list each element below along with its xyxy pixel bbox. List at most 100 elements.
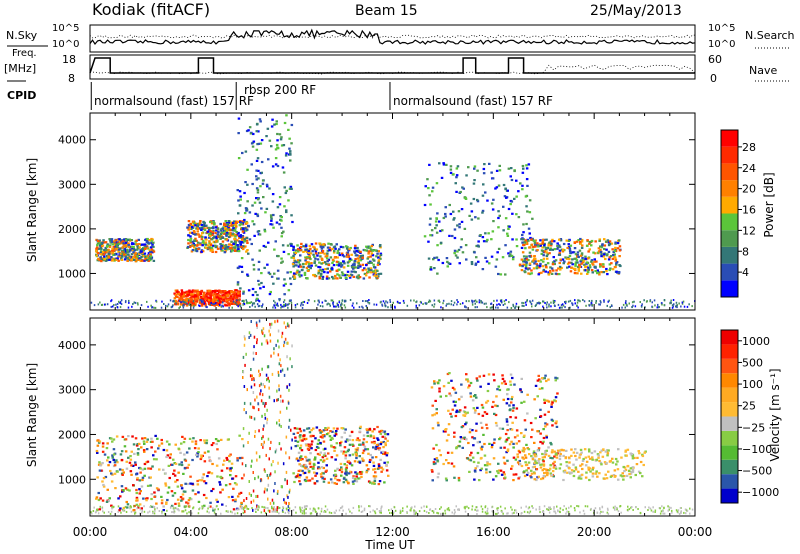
- velocity-echo-cell: [601, 455, 605, 458]
- velocity-echo-cell: [497, 385, 500, 388]
- power-echo-cell: [538, 243, 542, 246]
- velocity-echo-cell: [134, 437, 138, 440]
- velocity-echo-cell: [544, 450, 547, 453]
- power-echo-cell: [574, 267, 577, 270]
- velocity-echo-cell: [243, 335, 246, 339]
- power-echo-cell: [371, 243, 374, 246]
- power-echo-cell: [206, 306, 208, 309]
- power-echo-cell: [358, 276, 362, 279]
- power-echo-cell: [135, 239, 138, 242]
- power-echo-cell: [532, 267, 536, 270]
- velocity-echo-cell: [304, 467, 307, 470]
- velocity-echo-cell: [323, 435, 326, 438]
- power-echo-cell: [256, 143, 259, 146]
- power-echo-cell: [142, 253, 145, 256]
- velocity-echo-cell: [214, 438, 218, 441]
- velocity-echo-cell: [160, 442, 164, 445]
- power-echo-cell: [167, 303, 170, 306]
- power-echo-cell: [143, 243, 146, 246]
- power-echo-cell: [252, 132, 255, 136]
- power-echo-cell: [273, 299, 275, 302]
- power-echo-cell: [588, 242, 591, 245]
- velocity-echo-cell: [193, 447, 197, 450]
- power-echo-cell: [424, 302, 427, 305]
- power-echo-cell: [346, 261, 350, 264]
- power-echo-cell: [580, 238, 584, 242]
- power-echo-cell: [567, 243, 570, 246]
- power-echo-cell: [496, 251, 499, 254]
- velocity-echo-cell: [322, 440, 326, 443]
- velocity-echo-cell: [120, 458, 124, 462]
- power-echo-cell: [363, 272, 367, 275]
- velocity-echo-cell: [510, 428, 514, 431]
- power-echo-cell: [216, 227, 220, 230]
- power-echo-cell: [546, 306, 548, 309]
- velocity-echo-cell: [143, 474, 146, 477]
- velocity-echo-cell: [344, 451, 348, 454]
- velocity-echo-cell: [342, 481, 346, 484]
- power-echo-cell: [558, 244, 561, 247]
- power-echo-cell: [631, 306, 633, 309]
- velocity-echo-cell: [277, 339, 279, 343]
- velocity-echo-cell: [121, 435, 125, 438]
- power-echo-cell: [452, 210, 455, 213]
- power-echo-cell: [611, 268, 615, 271]
- power-echo-cell: [287, 306, 289, 309]
- power-echo-cell: [103, 303, 106, 306]
- velocity-echo-cell: [367, 468, 370, 471]
- power-echo-cell: [374, 249, 377, 252]
- velocity-echo-cell: [333, 482, 337, 485]
- velocity-echo-cell: [152, 506, 156, 509]
- power-echo-cell: [182, 306, 185, 309]
- velocity-echo-cell: [182, 472, 185, 475]
- power-echo-cell: [280, 235, 283, 238]
- cpid-label: CPID: [7, 89, 37, 102]
- power-echo-cell: [283, 278, 286, 281]
- velocity-echo-cell: [269, 447, 271, 451]
- power-echo-cell: [221, 243, 224, 246]
- power-echo-cell: [100, 260, 103, 263]
- velocity-echo-cell: [288, 490, 291, 494]
- velocity-echo-cell: [568, 467, 571, 470]
- power-echo-cell: [186, 290, 190, 293]
- power-echo-cell: [284, 191, 288, 195]
- velocity-echo-cell: [272, 507, 275, 511]
- velocity-echo-cell: [507, 436, 510, 440]
- velocity-echo-cell: [222, 463, 225, 466]
- velocity-echo-cell: [322, 429, 326, 432]
- velocity-echo-cell: [321, 476, 325, 479]
- velocity-echo-cell: [202, 473, 205, 476]
- power-echo-cell: [478, 301, 481, 304]
- velocity-echo-cell: [551, 424, 554, 427]
- power-echo-cell: [355, 249, 358, 253]
- power-echo-cell: [367, 250, 370, 253]
- velocity-echo-cell: [181, 493, 185, 496]
- power-echo-cell: [215, 237, 218, 240]
- velocity-echo-cell: [499, 446, 503, 449]
- power-echo-cell: [497, 247, 501, 250]
- power-echo-cell: [526, 299, 528, 302]
- power-echo-cell: [223, 290, 227, 293]
- power-echo-cell: [287, 253, 290, 256]
- velocity-echo-cell: [554, 396, 558, 399]
- velocity-echo-cell: [377, 467, 380, 470]
- power-echo-cell: [233, 291, 236, 294]
- power-echo-cell: [280, 232, 284, 235]
- power-echo-cell: [140, 250, 143, 253]
- power-echo-cell: [375, 255, 378, 258]
- velocity-echo-cell: [631, 455, 635, 458]
- power-echo-cell: [252, 268, 256, 271]
- velocity-echo-cell: [209, 505, 212, 508]
- velocity-echo-cell: [372, 446, 375, 449]
- power-echo-cell: [331, 275, 334, 279]
- velocity-echo-cell: [550, 443, 553, 446]
- velocity-echo-cell: [508, 443, 512, 446]
- velocity-echo-cell: [431, 404, 434, 407]
- power-echo-cell: [271, 118, 274, 121]
- velocity-echo-cell: [380, 470, 383, 473]
- power-echo-cell: [427, 257, 431, 260]
- power-echo-cell: [232, 296, 235, 299]
- velocity-echo-cell: [362, 449, 366, 452]
- power-echo-cell: [554, 259, 558, 262]
- velocity-echo-cell: [491, 443, 494, 446]
